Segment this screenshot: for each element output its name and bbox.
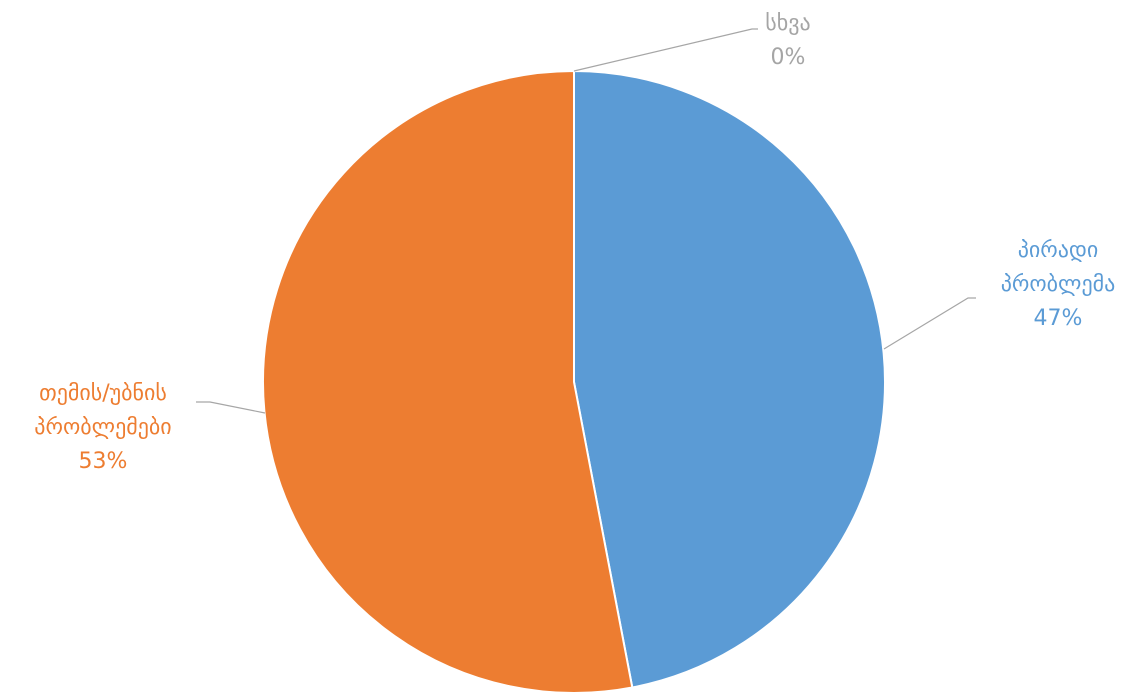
data-label-category: პრობლემა <box>1001 272 1116 297</box>
pie-slice-0 <box>573 69 886 689</box>
data-label-category: პირადი <box>1018 238 1099 263</box>
data-label-1: თემის/უბნის პრობლემები 53% <box>34 381 171 474</box>
data-label-category: პრობლემები <box>34 415 171 440</box>
pie-slices <box>262 69 886 694</box>
data-label-value: 0% <box>771 45 806 70</box>
data-label-2: სხვა 0% <box>765 11 810 70</box>
data-label-value: 47% <box>1034 306 1083 331</box>
leader-line-1 <box>196 401 266 414</box>
data-label-value: 53% <box>79 449 128 474</box>
pie-slice-1 <box>262 69 634 694</box>
data-label-category: თემის/უბნის <box>39 381 167 406</box>
leader-line-0 <box>883 297 976 350</box>
leader-line-2 <box>573 28 758 72</box>
leader-lines <box>196 28 976 414</box>
data-label-0: პირადი პრობლემა 47% <box>1001 238 1116 331</box>
data-label-category: სხვა <box>765 11 810 36</box>
data-labels: პირადი პრობლემა 47% თემის/უბნის პრობლემები 53… <box>34 11 1115 474</box>
